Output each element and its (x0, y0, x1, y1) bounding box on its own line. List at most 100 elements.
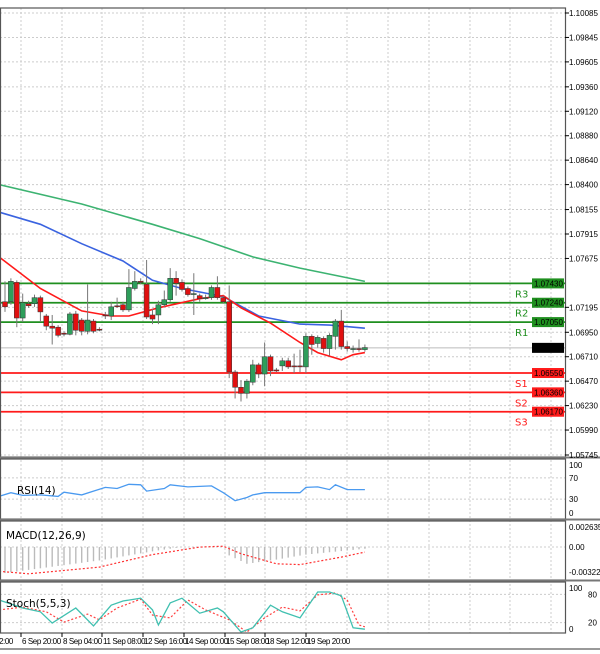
candle-body (220, 297, 227, 302)
candle (137, 278, 144, 285)
time-label: 12 Sep 16:00 (144, 637, 188, 646)
candle-body (238, 387, 244, 394)
candle (273, 367, 280, 372)
candle-body (356, 348, 362, 350)
candle (285, 357, 291, 369)
candle (132, 271, 138, 291)
candle (244, 379, 250, 399)
candle-body (14, 282, 20, 319)
level-price-badge (532, 317, 564, 328)
candle-body (208, 287, 215, 298)
candle-body (132, 281, 138, 289)
stoch-axis-label: 100 (569, 584, 583, 593)
candle-body (173, 278, 179, 284)
rsi-title: RSI(14) (17, 485, 56, 497)
price-label: 1.07915 (569, 230, 598, 239)
time-label: 19 Sep 20:00 (307, 637, 351, 646)
level-price-badge (532, 406, 564, 417)
candle (250, 359, 256, 386)
price-label: 1.07675 (569, 254, 598, 263)
candle (120, 301, 126, 312)
candle-body (25, 303, 32, 307)
candle (338, 309, 345, 350)
candle (155, 300, 162, 325)
candle (220, 295, 227, 304)
stoch-axis-label: 20 (588, 619, 597, 628)
candle-body (43, 315, 50, 327)
candle-body (37, 297, 44, 313)
candle-body (332, 320, 339, 337)
candle (173, 271, 179, 296)
candle-body (350, 348, 356, 350)
candle (208, 285, 215, 300)
candle-body (149, 314, 156, 320)
current-price-label: 1.06797 (534, 344, 563, 353)
price-label: 1.07195 (569, 303, 598, 312)
indicators (0, 483, 366, 633)
candle-body (55, 326, 61, 336)
rsi-axis-label: 70 (569, 474, 578, 483)
candle (196, 293, 203, 302)
candle (49, 314, 55, 345)
candle (238, 380, 244, 402)
candle-body (90, 320, 97, 332)
macd-axis-label: 0.002635 (569, 523, 600, 532)
price-label: 1.06470 (569, 377, 598, 386)
price-label: 1.10085 (569, 9, 598, 18)
macd-axis-label: 0.00 (569, 543, 585, 552)
candle-body (191, 293, 197, 295)
candle-body (267, 356, 274, 372)
candle (61, 331, 67, 337)
candle-body (143, 284, 150, 318)
candle-body (226, 301, 232, 373)
candle (202, 294, 209, 300)
price-label: 1.09360 (569, 83, 598, 92)
candle (279, 357, 286, 371)
price-label: 1.08155 (569, 206, 598, 215)
level-price-badge (532, 278, 564, 289)
candle (267, 354, 274, 377)
candle-body (285, 360, 291, 368)
candle-body (303, 336, 309, 368)
candle (320, 336, 327, 353)
stoch-k-line (0, 591, 365, 633)
price-label: 1.05990 (569, 426, 598, 435)
level-name-s2: S2 (515, 398, 528, 409)
candle (261, 342, 268, 387)
candle-body (108, 306, 114, 317)
price-label: 1.06710 (569, 353, 598, 362)
price-label: 1.09120 (569, 107, 598, 116)
level-name-r3: R3 (515, 289, 528, 300)
candle (185, 286, 191, 297)
level-price-badge (532, 297, 564, 308)
candle-body (2, 301, 8, 308)
candle (362, 344, 368, 352)
rsi-line (0, 483, 365, 502)
candle (167, 268, 173, 302)
candle (309, 334, 315, 355)
candle-body (114, 305, 120, 308)
candle (214, 276, 221, 300)
candle (84, 284, 91, 335)
candle-body (255, 364, 262, 375)
candle (326, 333, 333, 356)
stoch-title: Stoch(5,5,3) (6, 598, 71, 610)
candle (226, 285, 232, 379)
level-name-r1: R1 (515, 328, 528, 339)
candle-body (31, 297, 38, 305)
candle-body (179, 282, 185, 290)
candle (55, 325, 61, 338)
candle (356, 339, 362, 352)
macd-title: MACD(12,26,9) (6, 530, 86, 542)
candle (102, 311, 109, 320)
panel-frame (0, 458, 567, 520)
level-price-label: 1.07430 (534, 279, 563, 288)
stoch-axis-label: 0 (569, 625, 574, 634)
stoch-axis-label: 80 (588, 590, 597, 599)
pivot-levels: R3 R2 R1 S1 S2 S3 (0, 282, 565, 429)
candle (90, 319, 97, 334)
price-label: 1.06230 (569, 402, 598, 411)
candle (344, 341, 350, 352)
candle-body (291, 365, 297, 368)
